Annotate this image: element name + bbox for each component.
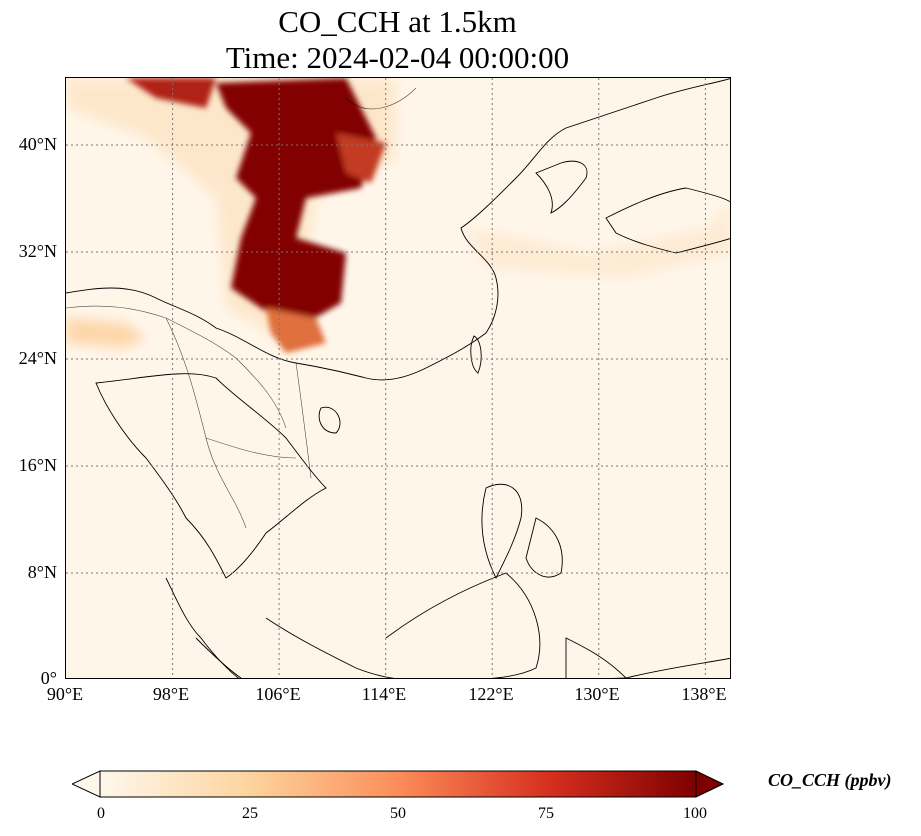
co-field-plume xyxy=(126,78,386,353)
lon-tick-90e: 90°E xyxy=(46,684,84,704)
colorbar-extend-low xyxy=(72,770,101,798)
lat-tick-32n: 32°N xyxy=(18,241,57,261)
colorbar-gradient xyxy=(99,770,697,798)
colorbar-tick-75: 75 xyxy=(538,805,554,822)
coastlines xyxy=(66,78,730,678)
colorbar xyxy=(72,770,724,798)
gridlines xyxy=(66,78,730,678)
map-canvas xyxy=(66,78,730,678)
map-subtitle-time: Time: 2024-02-04 00:00:00 xyxy=(225,40,570,75)
co-field-light xyxy=(66,78,730,348)
lat-tick-16n: 16°N xyxy=(18,455,57,475)
lat-tick-8n: 8°N xyxy=(27,562,57,582)
colorbar-tick-25: 25 xyxy=(242,805,258,822)
lat-tick-0: 0° xyxy=(40,668,57,688)
map-panel xyxy=(65,77,731,679)
colorbar-tick-100: 100 xyxy=(683,805,707,822)
lon-tick-138e: 138°E xyxy=(681,684,727,704)
colorbar-tick-0: 0 xyxy=(97,805,105,822)
colorbar-label: CO_CCH (ppbv) xyxy=(768,770,892,790)
lon-tick-130e: 130°E xyxy=(574,684,620,704)
country-borders xyxy=(66,87,417,529)
lat-tick-40n: 40°N xyxy=(18,134,57,154)
lon-tick-106e: 106°E xyxy=(255,684,301,704)
lon-tick-122e: 122°E xyxy=(468,684,514,704)
lat-tick-24n: 24°N xyxy=(18,348,57,368)
lon-tick-98e: 98°E xyxy=(152,684,190,704)
lon-tick-114e: 114°E xyxy=(361,684,407,704)
colorbar-extend-high xyxy=(695,770,724,798)
colorbar-tick-50: 50 xyxy=(390,805,406,822)
map-title: CO_CCH at 1.5km xyxy=(278,4,517,39)
